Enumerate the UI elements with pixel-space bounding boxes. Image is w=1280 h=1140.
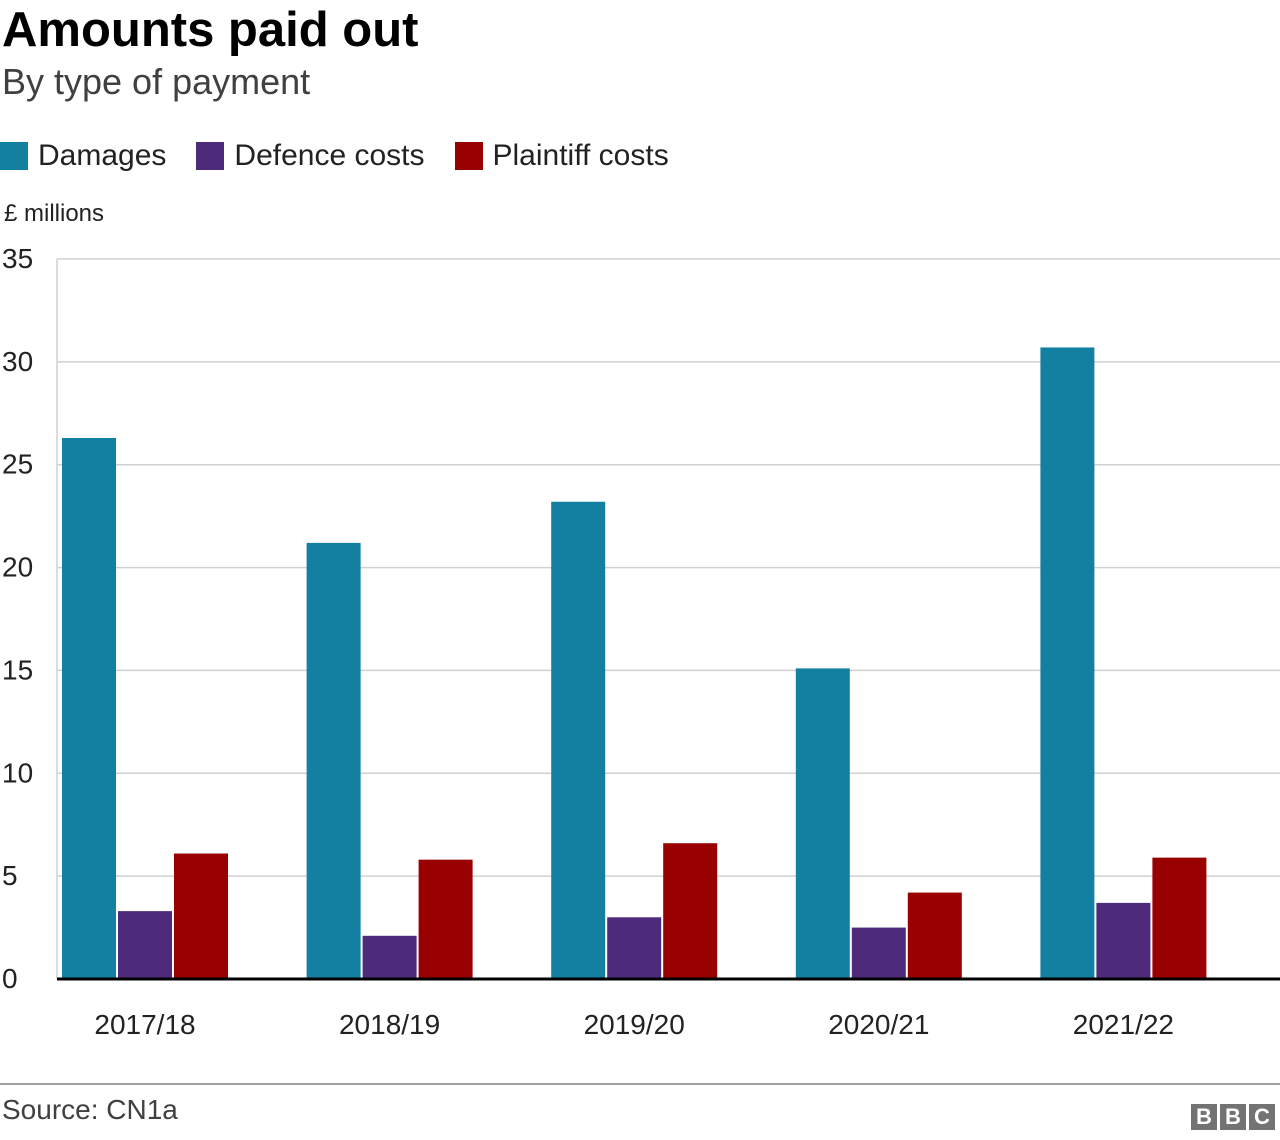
legend-swatch-defence-costs bbox=[196, 142, 225, 170]
bar-defence-costs-2019-20 bbox=[607, 917, 662, 979]
bbc-logo-letter-3: C bbox=[1249, 1104, 1275, 1130]
y-tick-label-35: 35 bbox=[2, 243, 33, 274]
bar-damages-2017-18 bbox=[62, 437, 116, 979]
bar-plaintiff-costs-2020-21 bbox=[907, 892, 962, 979]
bar-damages-2018-19 bbox=[306, 542, 361, 979]
bar-plaintiff-costs-2021-22 bbox=[1152, 857, 1207, 979]
bar-defence-costs-2018-19 bbox=[362, 935, 417, 979]
bar-defence-costs-2017-18 bbox=[118, 911, 172, 979]
x-tick-label-2020-21: 2020/21 bbox=[828, 1009, 929, 1040]
y-tick-label-30: 30 bbox=[2, 346, 33, 377]
bar-defence-costs-2021-22 bbox=[1096, 902, 1151, 979]
bar-defence-costs-2020-21 bbox=[851, 927, 906, 979]
bar-damages-2021-22 bbox=[1040, 347, 1095, 979]
x-tick-label-2019-20: 2019/20 bbox=[584, 1009, 685, 1040]
legend-swatch-plaintiff-costs bbox=[454, 142, 483, 170]
legend-item-plaintiff-costs: Plaintiff costs bbox=[454, 139, 669, 173]
legend-label-defence-costs: Defence costs bbox=[234, 139, 425, 172]
chart-title: Amounts paid out bbox=[2, 3, 419, 57]
y-tick-label-15: 15 bbox=[2, 654, 33, 685]
legend-item-defence-costs: Defence costs bbox=[196, 139, 425, 173]
x-tick-label-2021-22: 2021/22 bbox=[1073, 1009, 1174, 1040]
y-axis-unit-label: £ millions bbox=[4, 200, 105, 227]
bar-chart: 0 5 10 15 20 25 30 35 2017/18 2018/19 2019/20 2020/… bbox=[2, 243, 1280, 1040]
bbc-logo-letter-2: B bbox=[1220, 1104, 1246, 1130]
bar-damages-2019-20 bbox=[551, 501, 606, 979]
source-note: Source: CN1a bbox=[2, 1094, 178, 1125]
bar-plaintiff-costs-2018-19 bbox=[418, 859, 473, 979]
y-tick-label-25: 25 bbox=[2, 449, 33, 480]
y-tick-label-5: 5 bbox=[2, 860, 18, 891]
bbc-logo: B B C bbox=[1188, 1104, 1275, 1130]
y-tick-label-20: 20 bbox=[2, 552, 33, 583]
legend: Damages Defence costs Plaintiff costs bbox=[0, 136, 699, 176]
y-tick-label-10: 10 bbox=[2, 757, 33, 788]
bar-plaintiff-costs-2017-18 bbox=[174, 853, 228, 979]
legend-label-damages: Damages bbox=[38, 139, 167, 172]
y-tick-label-0: 0 bbox=[2, 963, 18, 994]
chart-subtitle: By type of payment bbox=[2, 61, 311, 102]
legend-swatch-damages bbox=[0, 142, 28, 170]
bar-damages-2020-21 bbox=[795, 668, 850, 979]
legend-label-plaintiff-costs: Plaintiff costs bbox=[492, 139, 669, 172]
legend-item-damages: Damages bbox=[0, 139, 166, 173]
footer-divider bbox=[0, 1083, 1280, 1085]
x-tick-label-2017-18: 2017/18 bbox=[94, 1009, 195, 1040]
x-tick-label-2018-19: 2018/19 bbox=[339, 1009, 440, 1040]
bar-plaintiff-costs-2019-20 bbox=[663, 843, 718, 979]
bbc-logo-letter-1: B bbox=[1191, 1104, 1217, 1130]
